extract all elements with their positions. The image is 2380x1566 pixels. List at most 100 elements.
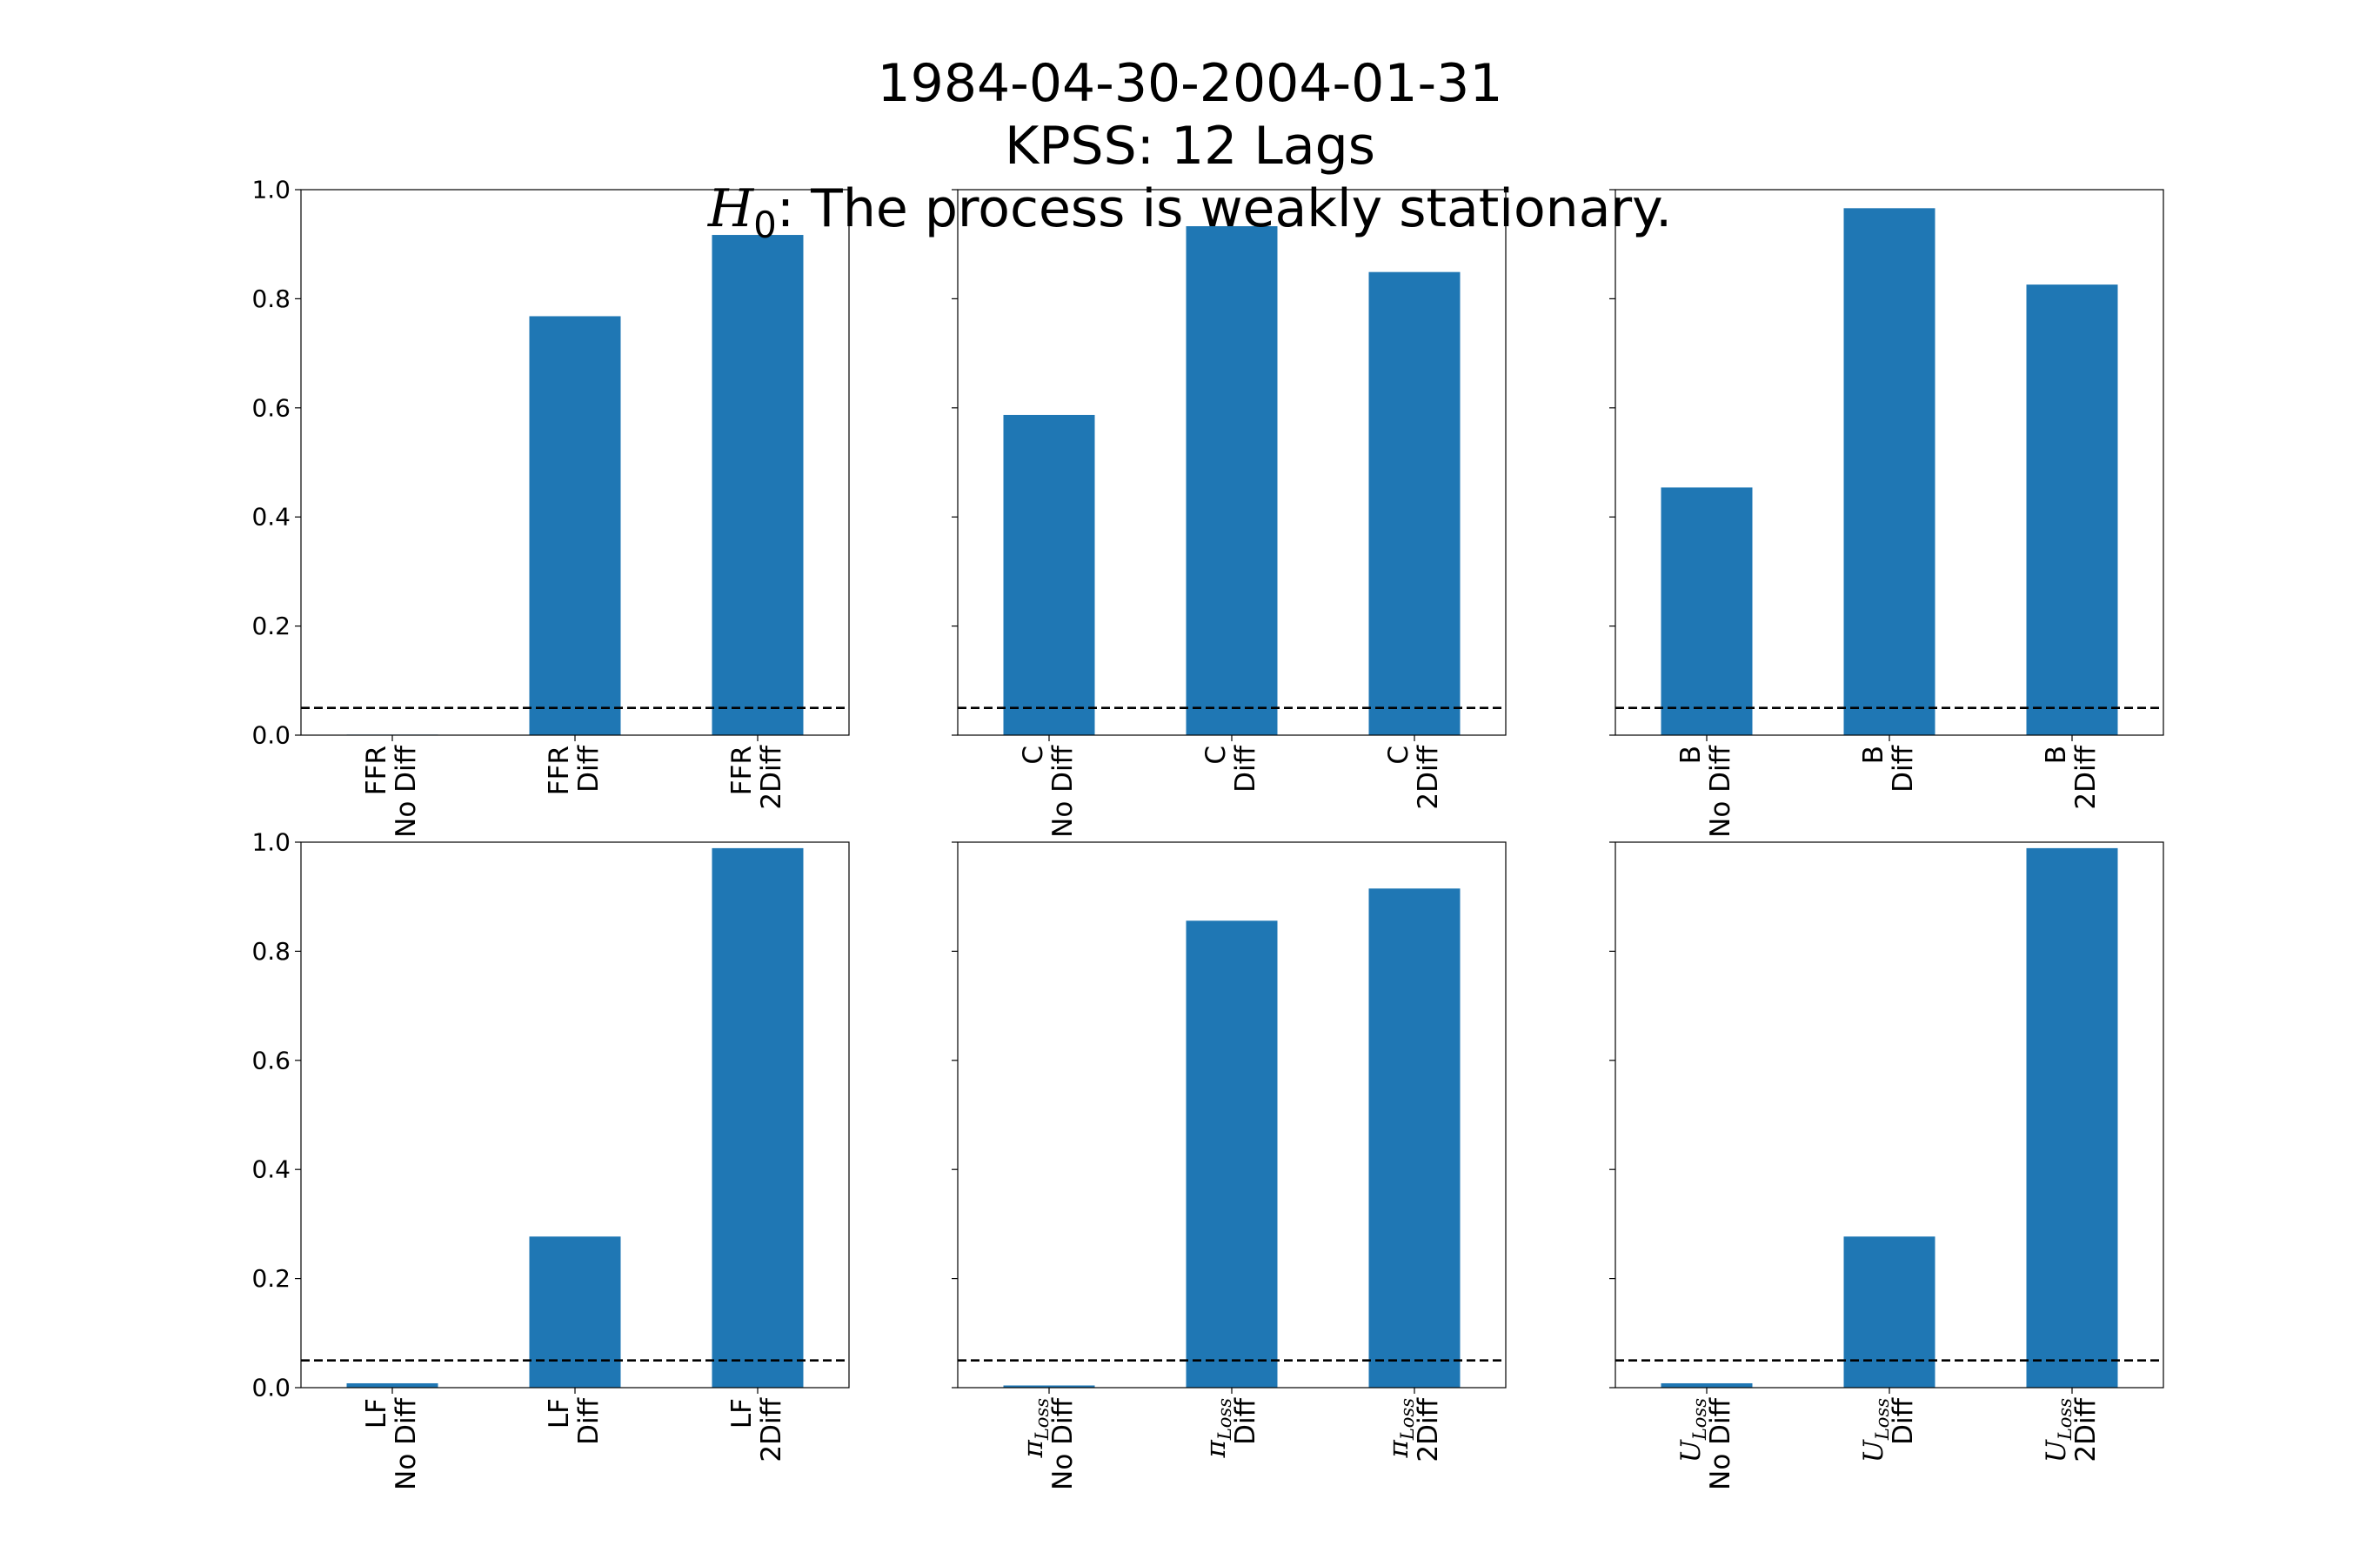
variable-symbol: π (1383, 1440, 1414, 1459)
y-tick-label: 0.6 (251, 1046, 291, 1074)
x-tick-label-variable: B (1858, 746, 1889, 764)
y-tick-label: 0.6 (251, 393, 291, 422)
variable-symbol: U (2041, 1439, 2072, 1462)
x-tick-label-variable: πLoss (1018, 1398, 1053, 1459)
bar (529, 316, 621, 735)
variable-symbol: π (1018, 1440, 1049, 1459)
x-tick-label-diff: No Diff (391, 1397, 422, 1489)
variable-subscript: Loss (1689, 1398, 1710, 1441)
bar (712, 847, 804, 1388)
variable-subscript: Loss (1397, 1398, 1418, 1441)
x-tick-label-variable: ULoss (2041, 1398, 2076, 1463)
hypothesis-text: : The process is weakly stationary. (776, 178, 1673, 239)
variable-subscript: Loss (1214, 1398, 1235, 1441)
variable-symbol: π (1200, 1440, 1232, 1459)
bar (2026, 284, 2118, 735)
y-tick-label: 0.2 (251, 612, 291, 640)
bar (1186, 920, 1278, 1388)
variable-subscript: Loss (1032, 1398, 1053, 1441)
x-tick-label-variable: C (1383, 746, 1414, 765)
variable-symbol: U (1858, 1439, 1889, 1462)
y-tick-label: 1.0 (251, 176, 291, 204)
x-tick-label-diff: Diff (1230, 745, 1261, 792)
bar (1003, 414, 1095, 735)
x-tick-label-diff: Diff (1230, 1397, 1261, 1444)
x-tick-label-diff: Diff (1888, 1397, 1919, 1444)
y-tick-label: 0.4 (251, 1155, 291, 1184)
x-tick-label-variable: FFR (544, 746, 575, 795)
x-tick-label-variable: LF (726, 1398, 758, 1429)
x-tick-label-diff: No Diff (1047, 1397, 1079, 1489)
variable-subscript: Loss (2055, 1398, 2076, 1441)
chart-title-hypothesis: H0: The process is weakly stationary. (0, 183, 2380, 244)
hypothesis-symbol: H (707, 178, 754, 239)
y-tick-label: 1.0 (251, 828, 291, 857)
x-tick-label-diff: No Diff (1705, 745, 1736, 837)
x-tick-label-variable: B (2041, 746, 2072, 764)
x-tick-label-variable: FFR (361, 746, 392, 795)
hypothesis-subscript: 0 (753, 204, 777, 246)
bar (1003, 1385, 1095, 1388)
bar (1186, 226, 1278, 735)
x-tick-label-diff: 2Diff (1413, 745, 1444, 809)
x-tick-label-variable: πLoss (1383, 1398, 1418, 1459)
y-tick-label: 0.4 (251, 503, 291, 532)
x-tick-label-variable: B (1675, 746, 1707, 764)
y-tick-label: 0.2 (251, 1264, 291, 1293)
x-tick-label-variable: ULoss (1675, 1398, 1710, 1463)
x-tick-label-diff: No Diff (1047, 745, 1079, 837)
x-tick-label-diff: 2Diff (1413, 1397, 1444, 1462)
x-tick-label-variable: πLoss (1200, 1398, 1235, 1459)
variable-symbol: U (1675, 1439, 1707, 1462)
chart-title-test: KPSS: 12 Lags (1005, 116, 1375, 177)
bar (2026, 847, 2118, 1388)
bar (712, 235, 804, 735)
bar (1843, 208, 1935, 735)
bar (529, 1236, 621, 1388)
chart-title-date-range: 1984-04-30-2004-01-31 (877, 53, 1503, 114)
variable-subscript: Loss (1872, 1398, 1893, 1441)
x-tick-label-variable: C (1018, 746, 1049, 765)
x-tick-label-variable: LF (361, 1398, 392, 1429)
bar (346, 1382, 438, 1388)
bar (1368, 888, 1461, 1388)
y-tick-label: 0.0 (251, 1374, 291, 1402)
x-tick-label-variable: ULoss (1858, 1398, 1893, 1463)
bar (1368, 271, 1461, 735)
y-tick-label: 0.8 (251, 937, 291, 966)
bar (1661, 1382, 1753, 1388)
bar (1843, 1236, 1935, 1388)
x-tick-label-variable: C (1200, 746, 1232, 765)
bar (1661, 487, 1753, 735)
x-tick-label-diff: 2Diff (756, 745, 787, 809)
x-tick-label-variable: LF (544, 1398, 575, 1429)
y-tick-label: 0.0 (251, 721, 291, 750)
x-tick-label-diff: 2Diff (2070, 745, 2102, 809)
y-tick-label: 0.8 (251, 284, 291, 313)
x-tick-label-diff: 2Diff (756, 1397, 787, 1462)
x-tick-label-diff: Diff (573, 745, 605, 792)
x-tick-label-variable: FFR (726, 746, 758, 795)
